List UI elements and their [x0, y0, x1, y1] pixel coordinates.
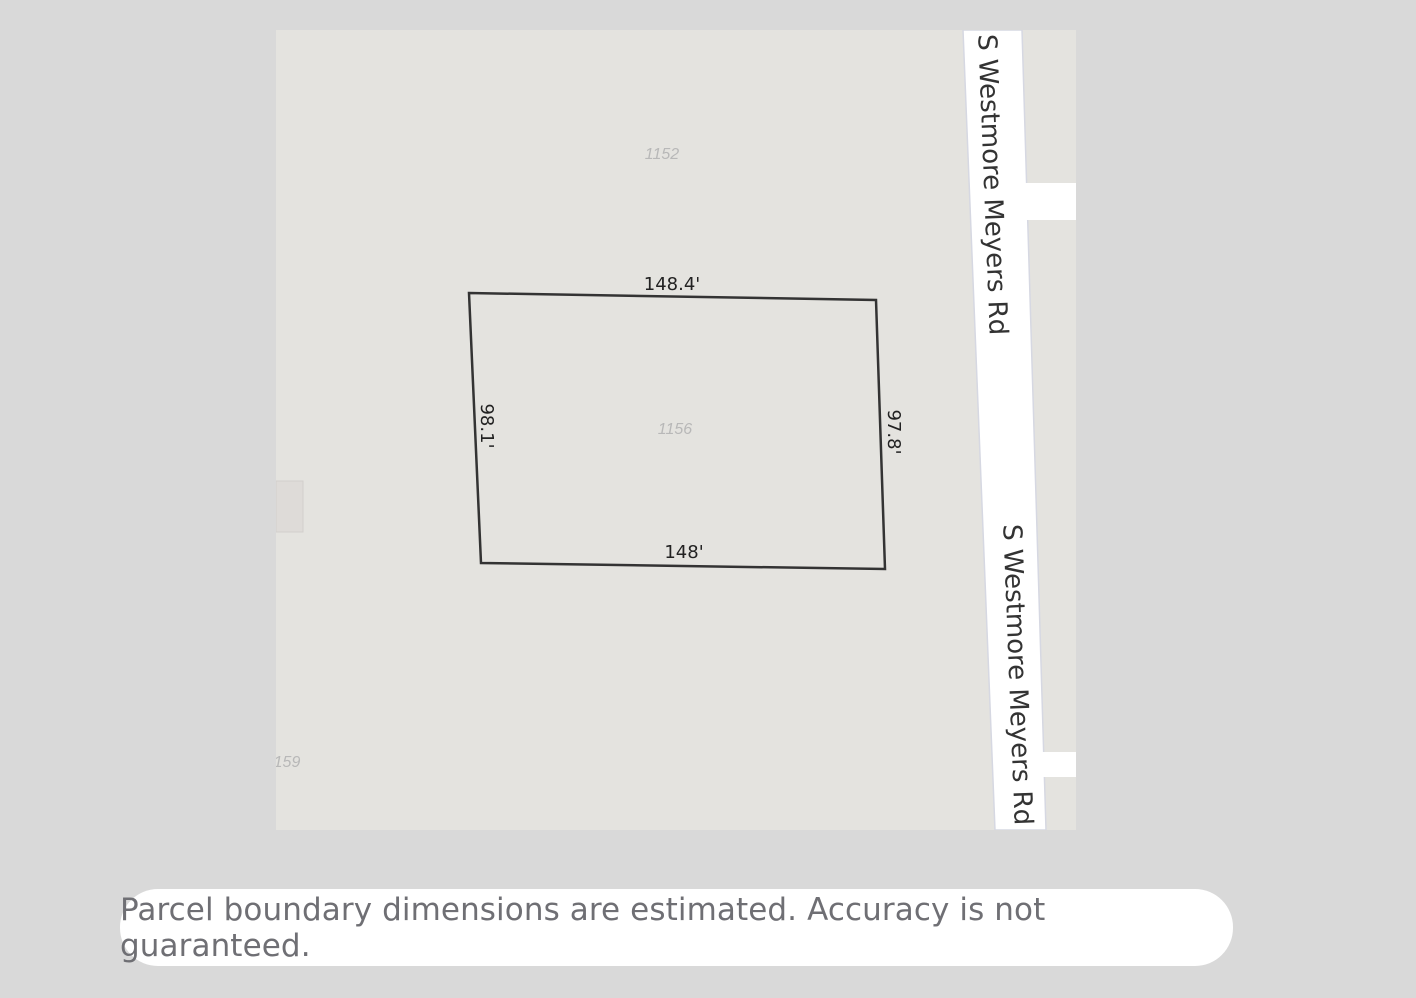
dimension-top: 148.4': [644, 274, 700, 295]
dimension-left: 98.1': [476, 403, 497, 448]
map-background: [276, 30, 1076, 830]
side-street: [1036, 752, 1076, 777]
parcel-map[interactable]: 1152 1156 159 148.4' 148' 98.1' 97.8' S …: [276, 30, 1076, 830]
parcel-number: 159: [276, 754, 300, 771]
dimension-right: 97.8': [883, 409, 904, 454]
disclaimer-banner: Parcel boundary dimensions are estimated…: [120, 889, 1233, 966]
parcel-boundary[interactable]: [467, 291, 887, 571]
neighbor-building: [276, 480, 304, 533]
parcel-number: 1156: [658, 421, 693, 438]
disclaimer-text: Parcel boundary dimensions are estimated…: [120, 891, 1046, 964]
road: [962, 30, 1047, 830]
dimension-bottom: 148': [664, 542, 703, 563]
parcel-number: 1152: [645, 146, 680, 163]
side-street: [1016, 183, 1076, 220]
